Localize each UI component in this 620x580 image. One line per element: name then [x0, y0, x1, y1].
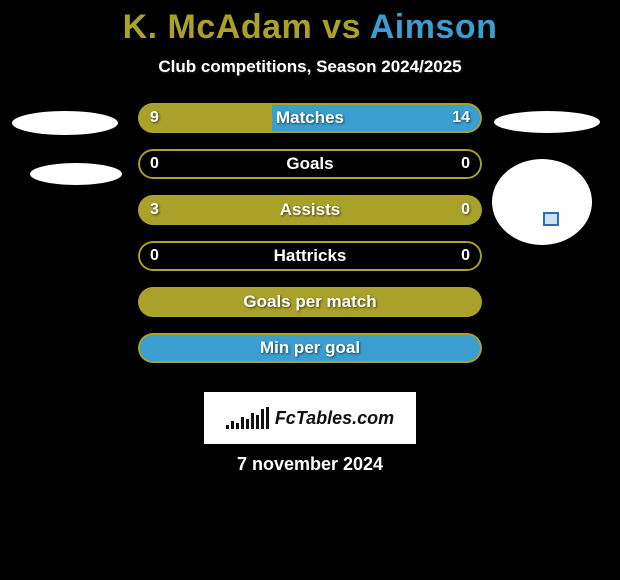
photo-ellipse: [30, 163, 122, 185]
stat-label: Hattricks: [138, 241, 482, 271]
stat-row: Matches9 14: [138, 103, 482, 133]
badge-icon: [543, 212, 559, 226]
stat-label: Assists: [138, 195, 482, 225]
stat-row: Hattricks0 0: [138, 241, 482, 271]
stat-value-left: 0: [150, 149, 159, 179]
logo-text: FcTables.com: [275, 408, 394, 429]
stat-value-right: 0: [461, 149, 470, 179]
stat-bars: Matches914Goals00Assists30Hattricks00Goa…: [138, 103, 482, 379]
stat-row: Goals0 0: [138, 149, 482, 179]
stat-value-right: 14: [452, 103, 470, 133]
comparison-title: K. McAdam vs Aimson: [0, 0, 620, 47]
stat-label: Goals per match: [138, 287, 482, 317]
photo-ellipse: [494, 111, 600, 133]
photo-ellipse: [492, 159, 592, 245]
photo-ellipse: [12, 111, 118, 135]
logo-bars-icon: [226, 407, 269, 429]
stat-row: Assists3 0: [138, 195, 482, 225]
stat-value-right: 0: [461, 241, 470, 271]
subtitle: Club competitions, Season 2024/2025: [0, 57, 620, 77]
stat-value-left: 0: [150, 241, 159, 271]
stat-label: Goals: [138, 149, 482, 179]
date-label: 7 november 2024: [0, 454, 620, 475]
fctables-logo[interactable]: FcTables.com: [204, 392, 416, 444]
stat-label: Matches: [138, 103, 482, 133]
stat-row: Min per goal: [138, 333, 482, 363]
stat-value-left: 9: [150, 103, 159, 133]
player2-name: Aimson: [370, 8, 498, 46]
player1-name: K. McAdam: [123, 8, 313, 46]
vs-text: vs: [312, 8, 369, 46]
stat-label: Min per goal: [138, 333, 482, 363]
stat-row: Goals per match: [138, 287, 482, 317]
stat-value-left: 3: [150, 195, 159, 225]
stat-value-right: 0: [461, 195, 470, 225]
